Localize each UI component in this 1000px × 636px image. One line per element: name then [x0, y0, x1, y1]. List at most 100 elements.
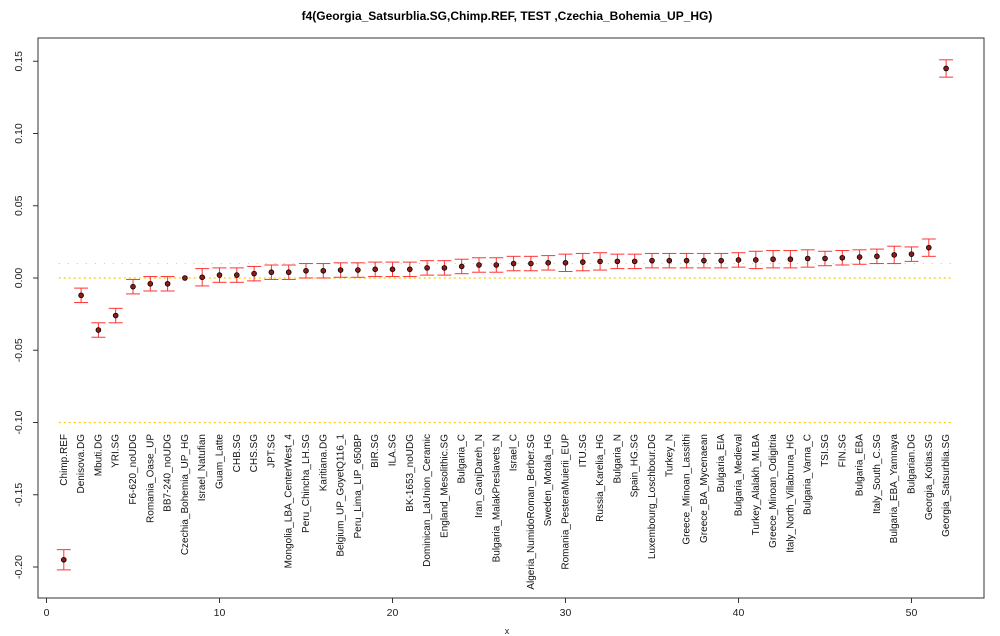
x-tick-label: 0: [44, 607, 50, 619]
data-point: [147, 280, 154, 287]
data-points: [60, 65, 949, 563]
category-label: Spain_HG.SG: [630, 434, 641, 498]
category-label: Peru_Chincha_LH.SG: [301, 434, 312, 533]
y-tick-label: -0.20: [13, 555, 25, 579]
category-label: CHB.SG: [232, 434, 243, 473]
x-tick-label: 40: [733, 607, 745, 619]
data-point: [787, 256, 794, 263]
category-label: Guam_Latte: [215, 434, 226, 489]
data-point: [874, 253, 880, 260]
category-label: ITU.SG: [578, 434, 589, 468]
data-point: [579, 259, 586, 265]
data-point: [649, 257, 655, 264]
data-point: [164, 280, 171, 287]
data-point: [60, 556, 67, 563]
data-point: [406, 266, 413, 273]
category-label: Greece_BA_Mycenaean: [699, 434, 710, 543]
x-tick-label: 10: [214, 607, 226, 619]
category-label: England_Mesolithic.SG: [439, 434, 450, 538]
category-label: YRI.SG: [111, 434, 122, 468]
data-point: [683, 257, 690, 264]
data-point: [199, 274, 206, 281]
data-point: [441, 265, 448, 271]
y-tick-label: 0.00: [13, 268, 25, 289]
data-point: [562, 260, 569, 266]
data-point: [234, 272, 240, 278]
data-point: [303, 267, 309, 274]
data-point: [925, 244, 932, 251]
category-label: Czechia_Bohemia_UP_HG: [180, 434, 191, 555]
data-point: [770, 256, 776, 263]
category-label: Bulgaria_EBA_Yamnaya: [889, 434, 900, 544]
error-bars: [56, 59, 954, 571]
data-point: [943, 65, 949, 72]
x-tick-label: 30: [560, 607, 572, 619]
data-point: [614, 258, 621, 265]
category-label: Israel_C: [509, 434, 520, 471]
category-label: Greece_Minoan_Odigitria: [768, 434, 779, 548]
data-point: [337, 267, 344, 273]
category-label: Italy_North_Villabruna_HG: [785, 434, 796, 553]
plot-frame: [37, 37, 985, 599]
y-axis: -0.20 -0.15 -0.10 -0.05 0.00 0.05 0.10 0.15: [13, 51, 38, 579]
data-point: [320, 267, 327, 274]
category-label: Romania_PesteraMuierii_EUP: [561, 434, 572, 570]
data-point: [856, 254, 863, 260]
category-label: Bulgaria_EBA: [855, 434, 866, 497]
category-label: Bulgaria_Medieval: [734, 434, 745, 516]
category-label: Dominican_LaUnion_Ceramic: [422, 434, 433, 567]
x-tick-label: 20: [387, 607, 399, 619]
data-point: [130, 283, 136, 290]
category-label: BIR.SG: [370, 434, 381, 468]
category-label: ILA.SG: [388, 434, 399, 466]
data-point: [804, 255, 811, 262]
data-point: [701, 257, 707, 264]
category-labels: Chimp.REF Denisova.DG Mbuti.DG YRI.SG F6-620…: [59, 434, 952, 590]
category-label: Israel_Natufian: [197, 434, 208, 501]
reference-lines: [58, 262, 952, 424]
category-label: CHS.SG: [249, 434, 260, 473]
data-point: [839, 254, 846, 261]
data-point: [735, 257, 742, 263]
data-point: [372, 266, 379, 273]
data-point: [78, 292, 84, 299]
y-tick-label: -0.10: [13, 410, 25, 434]
data-point: [389, 266, 396, 273]
data-point: [666, 257, 673, 264]
category-label: Sweden_Motala_HG: [543, 434, 554, 526]
data-point: [510, 260, 517, 267]
data-point: [424, 265, 430, 271]
category-label: BB7-240_noUDG: [163, 434, 174, 512]
data-point: [545, 260, 551, 266]
data-point: [718, 257, 724, 264]
category-label: Russia_Karelia_HG: [595, 434, 606, 522]
category-label: Turkey_Alalakh_MLBA: [751, 434, 762, 536]
data-point: [822, 255, 828, 262]
data-point: [285, 269, 292, 276]
data-point: [268, 269, 275, 276]
category-label: Georgia_Satsurblia.SG: [941, 434, 952, 537]
chart-title: f4(Georgia_Satsurblia.SG,Chimp.REF, TEST…: [302, 9, 713, 23]
data-point: [476, 262, 482, 268]
category-label: Romania_Oase_UP: [145, 434, 156, 523]
x-axis: 0 10 20 30 40 50: [44, 598, 918, 619]
category-label: JPT.SG: [266, 434, 277, 468]
data-point: [182, 275, 188, 281]
data-point: [95, 327, 102, 333]
y-tick-label: -0.05: [13, 338, 25, 362]
category-label: Belgium_UP_GoyetQ116_1: [336, 434, 347, 557]
y-tick-label: 0.10: [13, 123, 25, 144]
category-label: Bulgaria_EIA: [716, 434, 727, 493]
x-tick-label: 50: [906, 607, 918, 619]
data-point: [891, 252, 897, 258]
category-label: Italy_South_C.SG: [872, 434, 883, 514]
category-label: Algeria_NumidoRoman_Berber.SG: [526, 434, 537, 590]
data-point: [528, 260, 534, 267]
data-point: [458, 263, 465, 270]
category-label: Karitiana.DG: [318, 434, 329, 491]
category-label: Bulgaria_N: [612, 434, 623, 483]
data-point: [216, 272, 223, 278]
data-point: [908, 251, 915, 257]
category-label: Mbuti.DG: [93, 434, 104, 476]
